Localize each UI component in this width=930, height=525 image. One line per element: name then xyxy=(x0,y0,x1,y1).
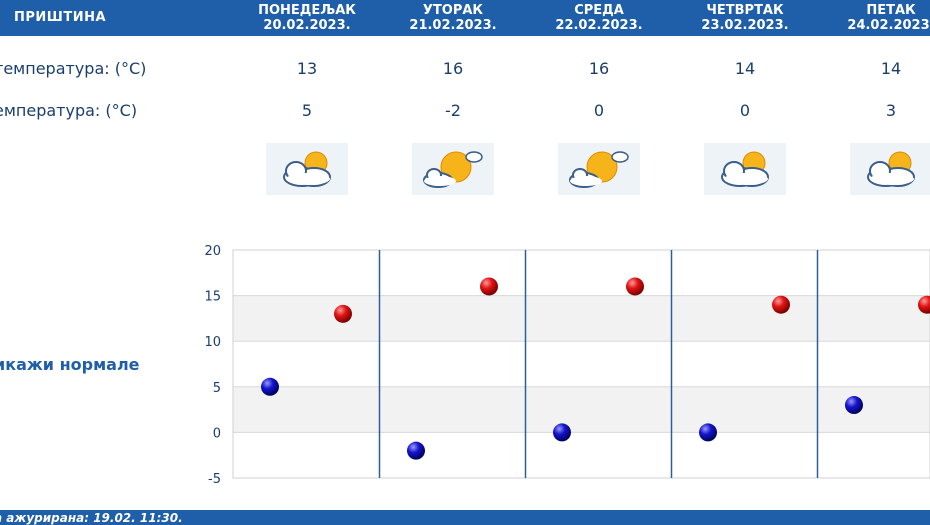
max-temp-day-2: 16 xyxy=(442,59,464,78)
max-temp-marker xyxy=(772,295,790,314)
partly-cloudy-icon xyxy=(283,151,331,187)
min-temp-day-5: 3 xyxy=(885,101,897,120)
sunny-cloudy-icon xyxy=(569,151,629,188)
day-header-3: СРЕДА 22.02.2023. xyxy=(555,3,643,33)
y-tick-label: 5 xyxy=(213,381,221,396)
min-temp-marker xyxy=(407,441,425,460)
temperature-chart: 20 15 10 5 0 -5 xyxy=(204,244,930,487)
min-temp-marker xyxy=(261,377,279,396)
weather-icon-day-4 xyxy=(704,143,786,195)
day-header-4: ЧЕТВРТАК 23.02.2023. xyxy=(701,3,789,33)
y-tick-label: 15 xyxy=(204,290,221,305)
last-updated-text: а ажурирана: 19.02. 11:30. xyxy=(0,511,183,525)
weather-icon-day-2 xyxy=(412,143,494,195)
max-temp-day-1: 13 xyxy=(296,59,318,78)
min-temp-day-2: -2 xyxy=(445,101,461,120)
partly-cloudy-icon xyxy=(867,151,915,187)
max-temp-day-3: 16 xyxy=(588,59,610,78)
max-temp-day-5: 14 xyxy=(880,59,902,78)
y-tick-label: 20 xyxy=(204,244,221,259)
day-header-1: ПОНЕДЕЉАК 20.02.2023. xyxy=(258,3,356,33)
weather-icon-day-3 xyxy=(558,143,640,195)
min-temp-day-4: 0 xyxy=(739,101,751,120)
day-header-2: УТОРАК 21.02.2023. xyxy=(409,3,497,33)
weather-icon-day-5 xyxy=(850,143,930,195)
sunny-cloudy-icon xyxy=(423,151,483,188)
max-temp-label: температура: (°C) xyxy=(0,59,147,78)
max-temp-marker xyxy=(626,277,644,296)
day-header-5: ПЕТАК 24.02.2023. xyxy=(847,3,930,33)
max-temp-marker xyxy=(480,277,498,296)
min-temp-marker xyxy=(699,423,717,442)
footer-bar: а ажурирана: 19.02. 11:30. xyxy=(0,510,930,525)
city-name: ПРИШТИНА xyxy=(14,10,107,25)
min-temp-day-1: 5 xyxy=(301,101,313,120)
y-tick-label: 0 xyxy=(213,426,221,441)
weather-icon-day-1 xyxy=(266,143,348,195)
y-tick-label: -5 xyxy=(208,472,221,487)
max-temp-marker xyxy=(334,304,352,323)
show-normals-link[interactable]: икажи нормале xyxy=(0,355,140,374)
chart-band xyxy=(233,386,930,433)
min-temp-label: емпература: (°C) xyxy=(0,101,138,120)
max-temp-day-4: 14 xyxy=(734,59,756,78)
min-temp-day-3: 0 xyxy=(593,101,605,120)
min-temp-marker xyxy=(845,396,863,415)
min-temp-marker xyxy=(553,423,571,442)
y-tick-label: 10 xyxy=(204,335,221,350)
forecast-header: ПРИШТИНА ПОНЕДЕЉАК 20.02.2023. УТОРАК 21.0… xyxy=(0,0,930,36)
plot-frame xyxy=(232,249,930,479)
partly-cloudy-icon xyxy=(721,151,769,187)
max-temp-marker xyxy=(918,295,930,314)
